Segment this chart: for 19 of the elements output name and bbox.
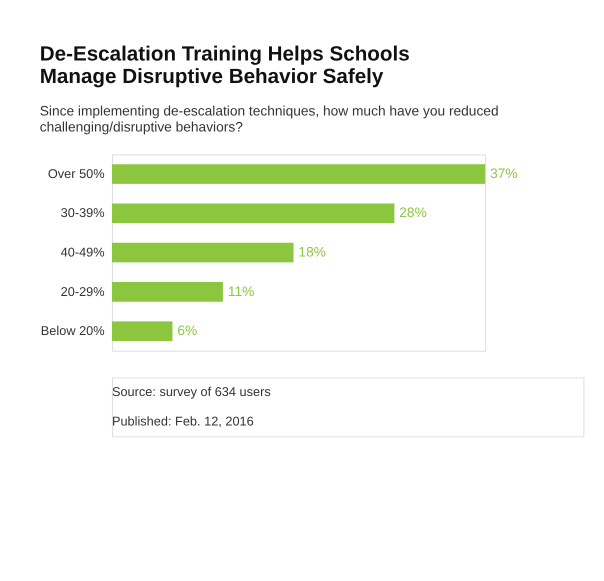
data-label: 18%: [298, 244, 326, 260]
text: Published: Feb. 12, 2016: [112, 413, 254, 428]
data-label: 37%: [490, 166, 518, 181]
chart-subtitle: Since implementing de-escalation techniques, how much have you reduced challenging/disruptive behaviors?: [40, 104, 499, 134]
y-tick-label: Below 20%: [40, 323, 105, 338]
bar: [112, 164, 486, 184]
data-label: 11%: [228, 284, 254, 299]
y-tick-label: Over 50%: [48, 166, 105, 181]
bar: [112, 203, 394, 224]
data-label: 28%: [399, 205, 427, 220]
source-note: Source: survey of 634 users: [112, 384, 271, 399]
y-tick-label: 20-29%: [60, 284, 105, 299]
y-tick-label: 40-49%: [60, 244, 105, 260]
bar: [112, 242, 294, 262]
bar: [112, 282, 223, 302]
data-label: 6%: [177, 323, 198, 338]
y-tick-label: 30-39%: [60, 205, 105, 220]
chart-title: De-Escalation Training Helps Schools Manage Disruptive Behavior Safely: [40, 42, 410, 88]
bar: [112, 321, 172, 341]
